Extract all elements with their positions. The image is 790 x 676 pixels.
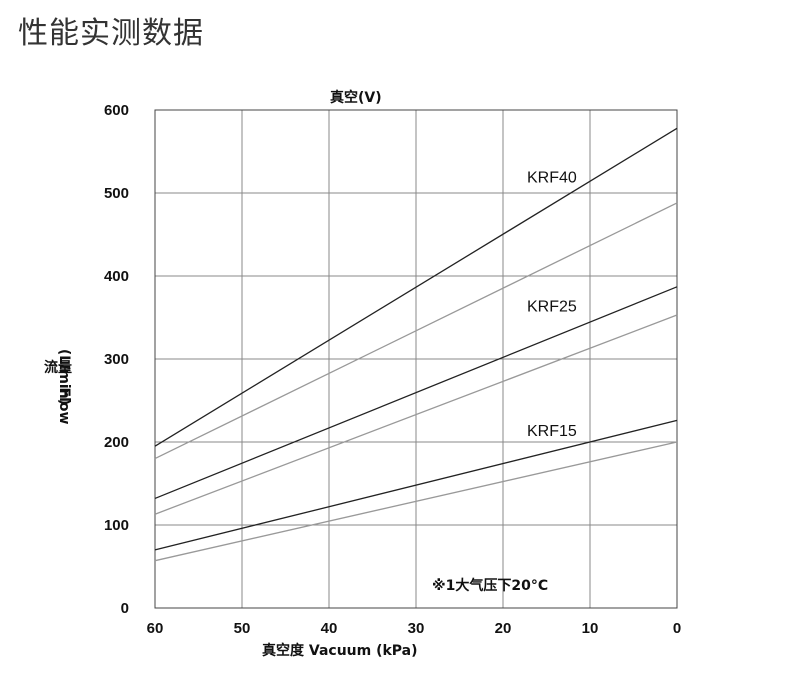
- y-tick-label: 300: [104, 351, 129, 368]
- top-axis-label: 真空(V): [330, 89, 382, 106]
- y-tick-label: 500: [104, 185, 129, 202]
- series-line: [154, 419, 678, 551]
- x-tick-label: 20: [495, 620, 512, 637]
- series-labels: KRF40 KRF25 KRF15: [527, 170, 577, 440]
- x-tick-label: 60: [147, 620, 164, 637]
- x-axis-label: 真空度 Vacuum (kPa): [262, 642, 418, 659]
- note-label: ※1大气压下20°C: [432, 577, 548, 594]
- x-tick-label: 0: [673, 620, 681, 637]
- y-axis-label-line1: 流量: [44, 359, 72, 376]
- series-label: KRF15: [527, 423, 577, 440]
- series-line: [154, 127, 678, 447]
- x-tick-label: 40: [321, 620, 338, 637]
- y-tick-label: 200: [104, 434, 129, 451]
- plot-frame: [154, 109, 678, 609]
- series-line: [154, 202, 678, 460]
- y-tick-label: 100: [104, 517, 129, 534]
- series-label: KRF25: [527, 298, 577, 315]
- y-tick-label: 400: [104, 268, 129, 285]
- grid: [154, 109, 678, 609]
- series-group: [154, 127, 678, 562]
- y-axis-label-line2: (L/min): [56, 349, 72, 405]
- y-tick-labels: 0 100 200 300 400 500 600: [104, 102, 129, 617]
- x-tick-labels: 60 50 40 30 20 10 0: [147, 620, 682, 637]
- x-tick-label: 30: [408, 620, 425, 637]
- y-tick-label: 600: [104, 102, 129, 119]
- series-line: [154, 441, 678, 562]
- page-title: 性能实测数据: [18, 16, 204, 51]
- series-label: KRF40: [527, 170, 577, 187]
- series-line: [154, 314, 678, 515]
- y-tick-label: 0: [121, 600, 129, 617]
- x-tick-label: 10: [582, 620, 599, 637]
- series-line: [154, 286, 678, 500]
- y-axis-label-line3: Flow: [56, 388, 72, 425]
- x-tick-label: 50: [234, 620, 251, 637]
